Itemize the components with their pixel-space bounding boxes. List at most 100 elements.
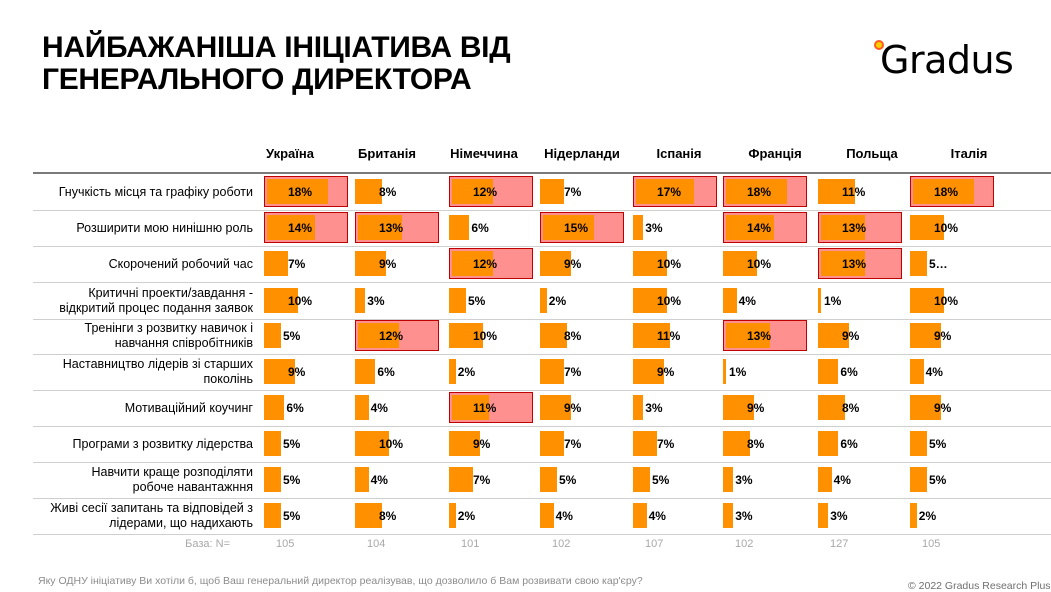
value-label: 9% bbox=[657, 365, 675, 379]
row-label: Програми з розвитку лідерства bbox=[72, 436, 253, 451]
value-label: 7% bbox=[288, 257, 306, 271]
row-divider bbox=[33, 319, 1051, 320]
value-label: 17% bbox=[657, 185, 682, 199]
value-label: 2% bbox=[457, 365, 476, 379]
value-bar bbox=[355, 359, 376, 384]
value-label: 5% bbox=[468, 294, 486, 308]
value-bar bbox=[540, 395, 571, 420]
value-bar bbox=[818, 179, 856, 204]
row-label: Гнучкість місця та графіку роботи bbox=[58, 184, 253, 199]
value-label: 12% bbox=[473, 185, 498, 199]
value-bar bbox=[355, 503, 383, 528]
header-divider bbox=[33, 172, 1051, 174]
value-bar bbox=[264, 467, 281, 492]
logo-dot-icon bbox=[874, 40, 884, 50]
value-bar bbox=[540, 359, 564, 384]
value-label: 6% bbox=[286, 401, 304, 415]
value-bar bbox=[264, 323, 281, 348]
value-label: 18% bbox=[747, 185, 772, 199]
value-label: 5% bbox=[929, 437, 947, 451]
row-divider bbox=[33, 282, 1051, 283]
value-label: 11% bbox=[473, 401, 497, 415]
value-bar bbox=[636, 179, 694, 204]
value-label: 3% bbox=[735, 509, 753, 523]
value-bar bbox=[540, 251, 571, 276]
value-bar bbox=[540, 503, 554, 528]
value-bar bbox=[818, 431, 839, 456]
value-label: 13% bbox=[842, 221, 867, 235]
survey-question: Яку ОДНУ ініціативу Ви хотіли б, щоб Ваш… bbox=[38, 575, 643, 587]
value-label: 10% bbox=[934, 294, 959, 308]
value-bar bbox=[540, 323, 568, 348]
value-bar bbox=[633, 288, 667, 313]
value-bar bbox=[452, 395, 490, 420]
row-divider bbox=[33, 534, 1051, 535]
value-bar bbox=[633, 467, 650, 492]
row-divider bbox=[33, 246, 1051, 247]
value-bar bbox=[449, 288, 466, 313]
value-bar bbox=[449, 503, 456, 528]
value-label: 10% bbox=[288, 294, 313, 308]
value-label: 9% bbox=[934, 401, 952, 415]
value-bar bbox=[723, 359, 727, 384]
row-label: Наставництво лідерів зі старших поколінь bbox=[62, 357, 253, 386]
value-label: 2% bbox=[548, 294, 567, 308]
value-bar bbox=[355, 395, 369, 420]
value-bar bbox=[540, 431, 564, 456]
value-label: 3% bbox=[645, 221, 663, 235]
value-label: 12% bbox=[379, 329, 404, 343]
base-value: 105 bbox=[922, 538, 941, 550]
value-label: 7% bbox=[564, 437, 582, 451]
value-label: 11% bbox=[657, 329, 681, 343]
value-bar bbox=[452, 179, 493, 204]
value-bar bbox=[723, 288, 737, 313]
value-label: 9% bbox=[564, 401, 582, 415]
value-bar bbox=[540, 467, 557, 492]
value-bar bbox=[818, 503, 829, 528]
value-label: 8% bbox=[747, 437, 765, 451]
copyright: © 2022 Gradus Research Plus bbox=[908, 580, 1051, 592]
base-value: 101 bbox=[461, 538, 480, 550]
row-label: Мотиваційний коучинг bbox=[124, 400, 253, 415]
row-label: Тренінги з розвитку навичок і навчання сп… bbox=[84, 321, 253, 350]
value-label: 10% bbox=[747, 257, 772, 271]
value-label: 6% bbox=[471, 221, 489, 235]
value-bar bbox=[818, 467, 832, 492]
value-bar bbox=[818, 323, 849, 348]
value-bar bbox=[910, 503, 917, 528]
value-label: 6% bbox=[377, 365, 395, 379]
row-divider bbox=[33, 426, 1051, 427]
value-bar bbox=[726, 179, 788, 204]
value-label: 14% bbox=[288, 221, 313, 235]
value-label: 2% bbox=[457, 509, 476, 523]
value-label: 14% bbox=[747, 221, 772, 235]
value-bar bbox=[355, 179, 383, 204]
row-label: Розширити мою нинішню роль bbox=[76, 220, 253, 235]
value-label: 9% bbox=[564, 257, 582, 271]
value-label: 9% bbox=[747, 401, 765, 415]
page-title-line-2: ГЕНЕРАЛЬНОГО ДИРЕКТОРА bbox=[42, 63, 472, 96]
column-header: Франція bbox=[748, 146, 802, 161]
value-bar bbox=[818, 288, 822, 313]
value-bar bbox=[264, 395, 285, 420]
value-bar bbox=[358, 215, 403, 240]
value-label: 4% bbox=[648, 509, 666, 523]
value-label: 1% bbox=[824, 294, 842, 308]
value-label: 6% bbox=[840, 437, 858, 451]
row-label: Живі сесії запитань та відповідей з лідер… bbox=[50, 501, 253, 530]
value-bar bbox=[355, 288, 366, 313]
value-label: 10% bbox=[473, 329, 498, 343]
row-divider bbox=[33, 354, 1051, 355]
value-label: 13% bbox=[747, 329, 772, 343]
value-label: 5% bbox=[283, 473, 301, 487]
value-label: 5% bbox=[559, 473, 577, 487]
value-label: 4% bbox=[833, 473, 851, 487]
row-label: Критичні проекти/завдання - відкритий про… bbox=[59, 286, 253, 315]
column-header: Британія bbox=[358, 146, 416, 161]
column-header: Іспанія bbox=[656, 146, 702, 161]
value-label: 5% bbox=[283, 509, 301, 523]
base-value: 107 bbox=[645, 538, 664, 550]
value-bar bbox=[267, 179, 329, 204]
value-bar bbox=[449, 467, 473, 492]
